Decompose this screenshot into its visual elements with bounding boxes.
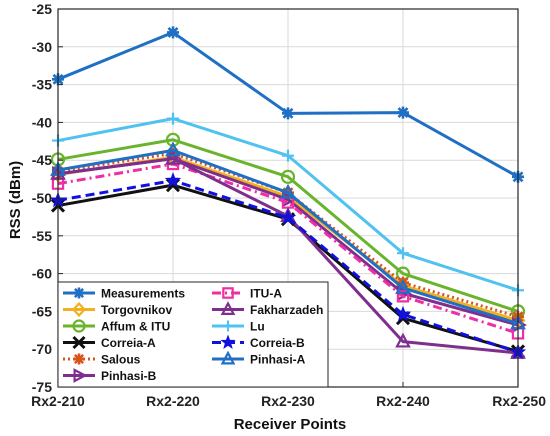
y-tick-label: -45 xyxy=(32,152,52,168)
legend-entry-1: Torgovnikov xyxy=(63,301,172,318)
legend-box xyxy=(57,281,329,388)
legend: Measurements Torgovnikov Affum & ITU Correi… xyxy=(57,281,329,388)
y-axis-title: RSS (dBm) xyxy=(7,161,24,239)
legend-swatch-marker xyxy=(222,287,234,299)
legend-label: Affum & ITU xyxy=(101,320,170,334)
series-layer xyxy=(49,26,527,360)
data-point xyxy=(164,171,182,188)
series-10 xyxy=(50,141,526,330)
legend-entry-8: Lu xyxy=(212,320,265,334)
legend-entry-9: Correia-B xyxy=(212,334,305,350)
data-point xyxy=(165,149,181,165)
y-tick-label: -50 xyxy=(32,190,52,206)
data-point xyxy=(167,112,179,125)
legend-label: ITU-A xyxy=(250,287,282,301)
legend-label: Correia-A xyxy=(101,336,156,350)
legend-swatch-marker xyxy=(72,335,86,350)
legend-swatch-marker xyxy=(72,319,86,333)
legend-label: Pinhasi-B xyxy=(101,369,157,383)
legend-entry-4: Salous xyxy=(63,353,141,367)
y-tick-label: -75 xyxy=(32,379,52,395)
y-tick-label: -60 xyxy=(32,266,52,282)
legend-label: Torgovnikov xyxy=(101,303,172,317)
legend-entry-3: Correia-A xyxy=(63,335,156,350)
data-point xyxy=(397,247,409,260)
legend-swatch-marker xyxy=(222,320,234,332)
legend-label: Pinhasi-A xyxy=(250,353,306,367)
data-point xyxy=(165,141,181,157)
legend-label: Fakharzadeh xyxy=(250,303,323,317)
legend-swatch-marker xyxy=(73,287,85,299)
data-point xyxy=(280,169,296,184)
series-line xyxy=(57,179,519,354)
legend-label: Salous xyxy=(101,353,141,367)
y-tick-label: -65 xyxy=(32,303,52,319)
legend-entry-5: Pinhasi-B xyxy=(63,368,157,383)
data-point xyxy=(282,107,294,120)
y-tick-label: -25 xyxy=(32,1,52,17)
x-tick-label: Rx2-230 xyxy=(261,393,315,409)
legend-swatch-marker xyxy=(220,301,236,315)
series-line xyxy=(57,148,519,325)
data-point xyxy=(395,332,411,348)
x-tick-label: Rx2-240 xyxy=(376,393,430,409)
data-point xyxy=(397,106,409,119)
y-tick-label: -55 xyxy=(32,228,52,244)
legend-swatch-marker xyxy=(220,334,236,350)
x-axis-title: Receiver Points xyxy=(234,416,347,433)
legend-entry-6: ITU-A xyxy=(212,287,282,301)
legend-swatch-marker xyxy=(73,368,88,383)
legend-entry-7: Fakharzadeh xyxy=(212,301,323,317)
legend-swatch-marker xyxy=(72,301,86,318)
legend-label: Measurements xyxy=(101,287,185,301)
legend-label: Correia-B xyxy=(250,336,305,350)
legend-swatch-marker xyxy=(73,353,85,365)
x-tick-label: Rx2-210 xyxy=(31,393,85,409)
data-point xyxy=(395,279,411,294)
y-tick-label: -40 xyxy=(32,114,52,130)
series-line xyxy=(57,138,519,313)
y-tick-label: -30 xyxy=(32,39,52,55)
legend-swatch-marker xyxy=(220,350,236,365)
data-point xyxy=(280,183,296,199)
data-point xyxy=(396,290,410,303)
legend-label: Lu xyxy=(250,320,265,334)
y-tick-label: -35 xyxy=(32,77,52,93)
x-tick-label: Rx2-250 xyxy=(492,393,546,409)
x-tick-label: Rx2-220 xyxy=(146,393,200,409)
y-tick-label: -70 xyxy=(32,341,52,357)
data-point xyxy=(279,209,297,225)
legend-entry-10: Pinhasi-A xyxy=(212,350,306,367)
legend-entry-2: Affum & ITU xyxy=(63,319,170,334)
legend-entry-0: Measurements xyxy=(63,287,185,301)
data-point xyxy=(394,305,412,322)
series-line xyxy=(57,162,519,335)
data-point xyxy=(167,26,179,39)
data-point xyxy=(282,149,294,162)
